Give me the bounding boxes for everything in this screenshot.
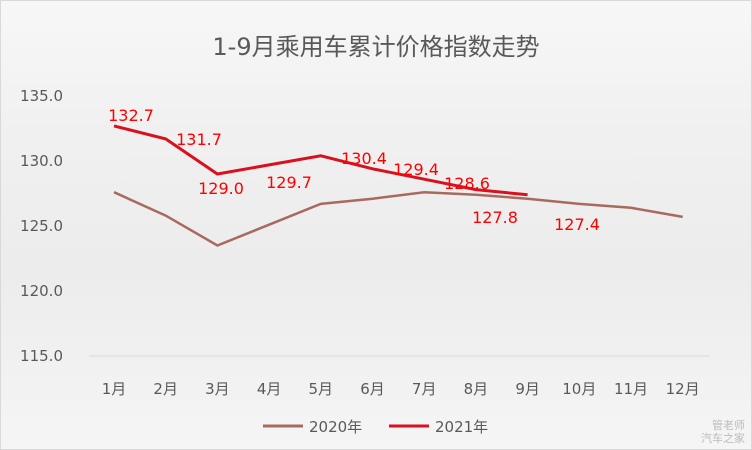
data-label: 132.7 — [108, 106, 154, 125]
x-tick-label: 5月 — [309, 380, 334, 398]
series-line-2021年 — [113, 124, 528, 197]
watermark: 管老师 汽车之家 — [701, 419, 745, 445]
x-tick-label: 8月 — [464, 380, 489, 398]
data-label: 129.4 — [393, 160, 439, 179]
x-tick-label: 7月 — [412, 380, 437, 398]
legend-label: 2020年 — [309, 418, 362, 436]
y-tick-label: 115.0 — [20, 347, 63, 365]
x-tick-label: 12月 — [666, 380, 700, 398]
x-tick-label: 1月 — [102, 380, 127, 398]
x-tick-label: 6月 — [360, 380, 385, 398]
y-tick-label: 135.0 — [20, 87, 63, 105]
y-tick-label: 130.0 — [20, 152, 63, 170]
x-tick-label: 4月 — [257, 380, 282, 398]
data-label: 127.8 — [472, 208, 518, 227]
legend-label: 2021年 — [435, 418, 488, 436]
data-label: 129.0 — [198, 179, 244, 198]
y-tick-label: 120.0 — [20, 282, 63, 300]
x-tick-label: 2月 — [153, 380, 178, 398]
x-tick-label: 9月 — [515, 380, 540, 398]
x-tick-label: 3月 — [205, 380, 230, 398]
data-label: 127.4 — [554, 215, 600, 234]
x-tick-label: 10月 — [562, 380, 596, 398]
series-line-2020年 — [113, 190, 683, 247]
y-tick-label: 125.0 — [20, 217, 63, 235]
data-label: 131.7 — [176, 130, 222, 149]
data-label: 130.4 — [341, 149, 387, 168]
chart-title: 1-9月乘用车累计价格指数走势 — [212, 33, 540, 61]
data-label: 129.7 — [266, 173, 312, 192]
data-label: 128.6 — [444, 174, 490, 193]
x-tick-label: 11月 — [614, 380, 648, 398]
